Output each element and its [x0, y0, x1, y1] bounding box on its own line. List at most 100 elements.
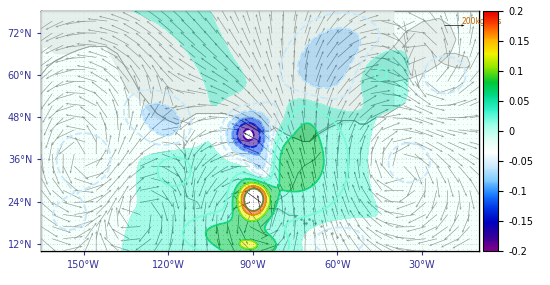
Point	[223, 194, 232, 198]
Point	[393, 179, 402, 184]
Point	[410, 78, 419, 83]
Point	[397, 44, 406, 49]
Point	[384, 165, 393, 170]
Point	[48, 102, 57, 107]
Point	[127, 102, 136, 107]
Point	[415, 107, 424, 112]
Point	[354, 112, 362, 117]
Point	[367, 40, 376, 44]
Point	[310, 11, 319, 15]
Point	[118, 184, 127, 189]
Point	[345, 74, 354, 78]
Point	[101, 117, 109, 121]
Point	[379, 78, 388, 83]
Point	[236, 218, 245, 222]
Point	[232, 97, 240, 102]
Point	[140, 44, 148, 49]
Point	[127, 170, 136, 174]
Point	[232, 131, 240, 136]
Point	[148, 30, 157, 35]
Point	[371, 127, 380, 131]
Point	[223, 189, 232, 194]
Point	[48, 174, 57, 179]
Point	[245, 165, 254, 170]
Point	[345, 102, 354, 107]
Point	[354, 117, 362, 121]
Point	[83, 160, 92, 165]
Point	[301, 203, 310, 208]
Point	[105, 160, 114, 165]
Point	[306, 35, 315, 40]
Point	[192, 112, 201, 117]
Point	[393, 59, 402, 64]
Point	[257, 131, 266, 136]
Point	[114, 232, 123, 237]
Point	[114, 155, 123, 160]
Point	[70, 223, 79, 227]
Point	[131, 174, 140, 179]
Point	[384, 30, 393, 35]
Point	[293, 141, 301, 145]
Point	[87, 131, 96, 136]
Point	[140, 107, 148, 112]
Point	[406, 146, 415, 150]
Point	[293, 74, 301, 78]
Point	[358, 136, 367, 141]
Point	[105, 107, 114, 112]
Point	[297, 199, 306, 203]
Point	[148, 242, 157, 247]
Point	[170, 165, 179, 170]
Point	[48, 247, 57, 251]
Point	[214, 227, 223, 232]
Point	[162, 199, 170, 203]
Point	[140, 59, 148, 64]
Point	[227, 64, 236, 68]
Point	[379, 93, 388, 97]
Point	[148, 59, 157, 64]
Point	[266, 174, 275, 179]
Point	[327, 40, 336, 44]
Point	[471, 223, 480, 227]
Point	[358, 179, 367, 184]
Point	[336, 199, 345, 203]
Point	[327, 232, 336, 237]
Point	[301, 141, 310, 145]
Point	[406, 223, 415, 227]
Point	[358, 122, 367, 126]
Point	[254, 102, 262, 107]
Point	[118, 203, 127, 208]
Point	[232, 88, 240, 92]
Point	[454, 21, 463, 25]
Point	[340, 189, 349, 194]
Point	[279, 179, 288, 184]
Point	[166, 83, 175, 88]
Point	[288, 208, 297, 213]
Point	[354, 174, 362, 179]
Point	[379, 146, 388, 150]
Point	[441, 102, 449, 107]
Point	[188, 247, 197, 251]
Point	[153, 107, 162, 112]
Point	[436, 189, 445, 194]
Point	[162, 107, 170, 112]
Point	[336, 136, 345, 141]
Point	[279, 49, 288, 54]
Point	[223, 150, 232, 155]
Point	[349, 40, 358, 44]
Point	[184, 107, 192, 112]
Point	[166, 179, 175, 184]
Point	[458, 189, 467, 194]
Point	[388, 189, 397, 194]
Point	[257, 150, 266, 155]
Point	[279, 35, 288, 40]
Point	[105, 78, 114, 83]
Point	[402, 93, 410, 97]
Point	[288, 174, 297, 179]
Point	[53, 184, 62, 189]
Point	[148, 112, 157, 117]
Point	[375, 97, 384, 102]
Point	[109, 69, 118, 73]
Point	[306, 237, 315, 242]
Point	[192, 30, 201, 35]
Point	[218, 59, 227, 64]
